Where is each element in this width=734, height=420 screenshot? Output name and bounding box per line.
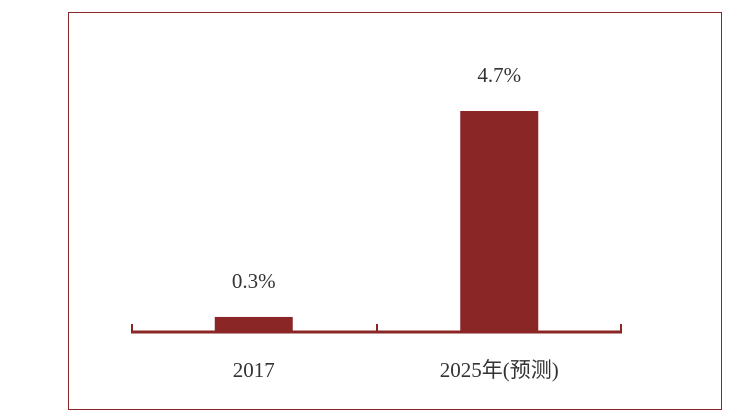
value-label: 4.7%: [477, 63, 521, 87]
x-tick-label: 2017: [233, 358, 275, 382]
bar: [214, 316, 293, 331]
value-label: 0.3%: [232, 269, 276, 293]
frame: [68, 12, 722, 410]
x-tick-label: 2025年(预测): [440, 358, 559, 382]
bar: [460, 111, 539, 331]
